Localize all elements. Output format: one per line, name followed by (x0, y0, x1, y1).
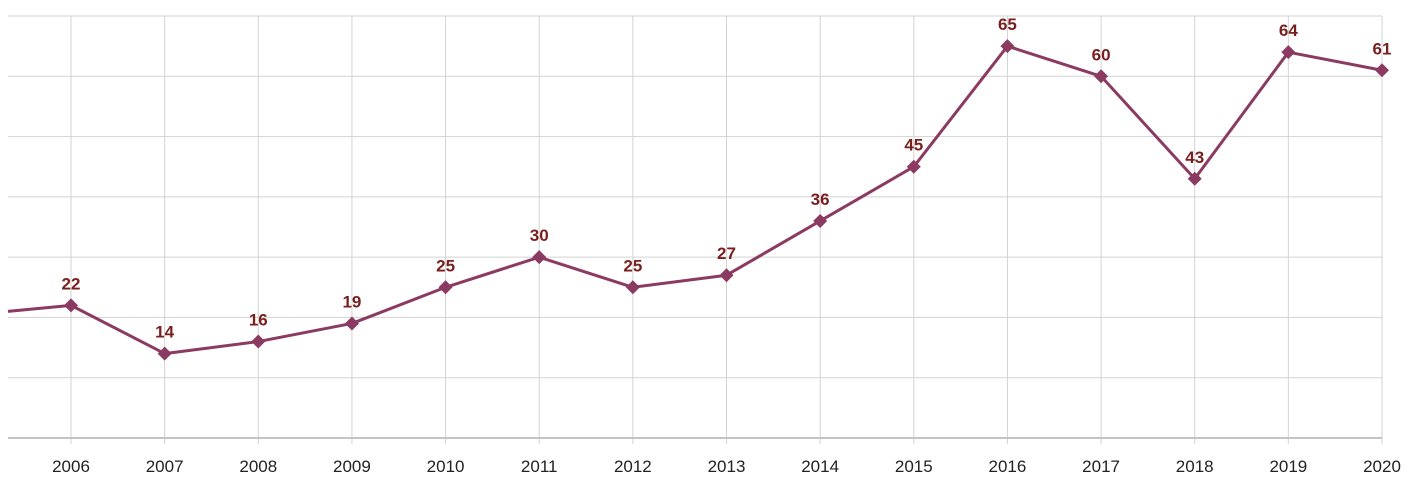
x-tick-label: 2019 (1269, 457, 1307, 476)
x-tick-label: 2011 (521, 457, 558, 476)
series-layer (7, 44, 1383, 356)
data-label: 61 (1373, 39, 1392, 58)
marker-layer (64, 39, 1389, 361)
data-point-marker (1094, 69, 1109, 84)
data-label: 36 (811, 190, 830, 209)
x-tick-layer: 2006 2007 2008 2009 2010 2011 2012 2013 2014 2015… (52, 457, 1401, 476)
data-point-marker (719, 268, 734, 283)
data-label: 43 (1185, 148, 1204, 167)
data-point-marker (906, 159, 921, 174)
data-label: 27 (717, 244, 736, 263)
x-tick-label: 2016 (989, 457, 1027, 476)
data-point-marker (1000, 39, 1015, 54)
data-point-marker (1375, 63, 1389, 78)
x-tick-label: 2012 (614, 457, 652, 476)
data-point-marker (532, 250, 547, 265)
data-point-marker (1281, 45, 1296, 60)
data-label: 65 (998, 15, 1017, 34)
data-label: 45 (904, 136, 923, 155)
data-label: 60 (1092, 45, 1111, 64)
data-point-marker (813, 213, 828, 228)
data-label: 16 (249, 311, 268, 330)
grid-layer (8, 15, 1383, 444)
x-tick-label: 2014 (801, 457, 839, 476)
data-point-marker (64, 298, 78, 313)
data-point-marker (1187, 171, 1202, 186)
x-tick-label: 2006 (52, 457, 90, 476)
data-label: 22 (62, 274, 81, 293)
data-point-marker (157, 346, 172, 361)
x-tick-label: 2010 (427, 457, 465, 476)
x-tick-label: 2013 (708, 457, 746, 476)
series-line (7, 44, 1383, 356)
data-label: 30 (530, 226, 549, 245)
data-label: 19 (342, 292, 361, 311)
x-tick-label: 2018 (1176, 457, 1214, 476)
x-tick-label: 2009 (333, 457, 371, 476)
x-tick-label: 2008 (239, 457, 277, 476)
data-point-marker (344, 316, 359, 331)
data-label: 14 (155, 323, 174, 342)
data-label: 25 (623, 256, 642, 275)
x-tick-label: 2020 (1363, 457, 1401, 476)
data-point-marker (251, 334, 266, 349)
x-tick-label: 2015 (895, 457, 933, 476)
data-label: 25 (436, 256, 455, 275)
data-point-marker (438, 280, 453, 295)
data-point-marker (625, 280, 640, 295)
data-label: 64 (1279, 21, 1298, 40)
x-tick-label: 2007 (146, 457, 184, 476)
x-tick-label: 2017 (1082, 457, 1120, 476)
data-label-layer: 22 14 16 19 25 30 25 27 36 45 65 60 43 64 61 (62, 15, 1392, 341)
